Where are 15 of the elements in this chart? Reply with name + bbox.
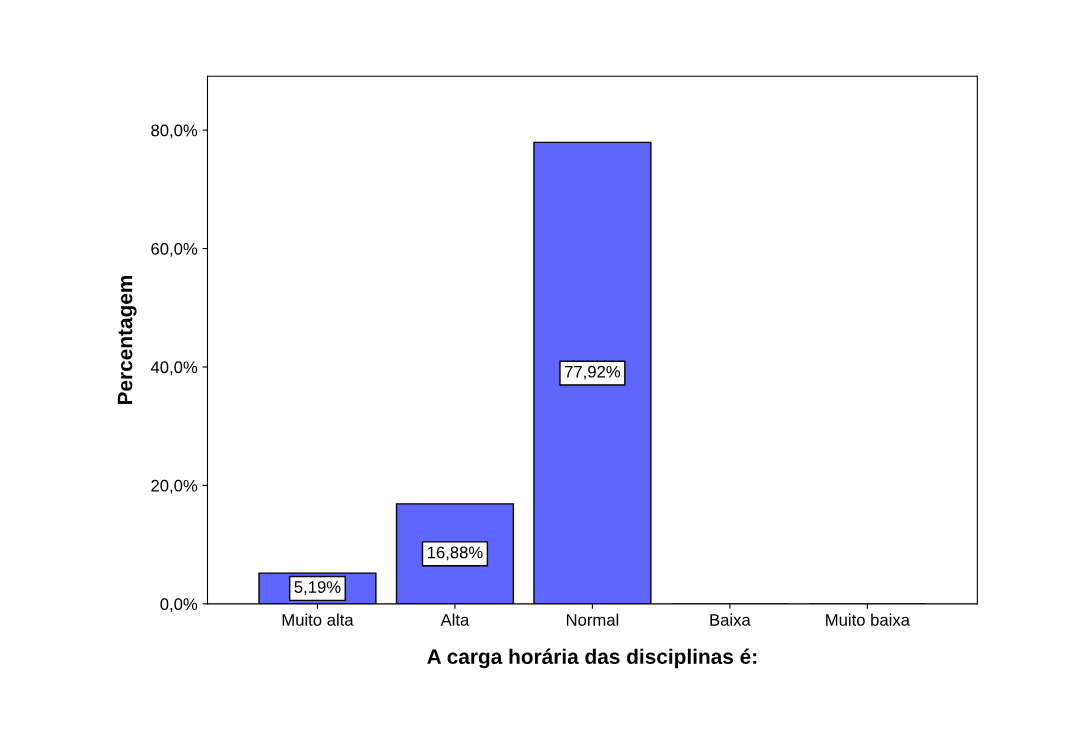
y-tick-label: 0,0%: [160, 598, 198, 613]
x-tick-label: Baixa: [710, 613, 751, 626]
data-label: 5,19%: [294, 581, 341, 595]
data-label: 16,88%: [427, 546, 483, 561]
x-tick-label: Muito alta: [282, 613, 354, 626]
x-axis-title: A carga horária das disciplinas é:: [427, 648, 757, 669]
y-tick-label: 40,0%: [150, 361, 198, 376]
data-label: 77,92%: [565, 365, 621, 380]
y-tick-label: 60,0%: [151, 242, 198, 257]
x-tick-label: Alta: [440, 613, 470, 626]
y-axis-title: Percentagem: [117, 275, 137, 405]
x-tick-label: Muito baixa: [826, 613, 910, 626]
x-tick-label: Normal: [566, 613, 619, 626]
y-tick-label: 20,0%: [151, 479, 198, 494]
y-tick-label: 80,0%: [151, 124, 198, 139]
